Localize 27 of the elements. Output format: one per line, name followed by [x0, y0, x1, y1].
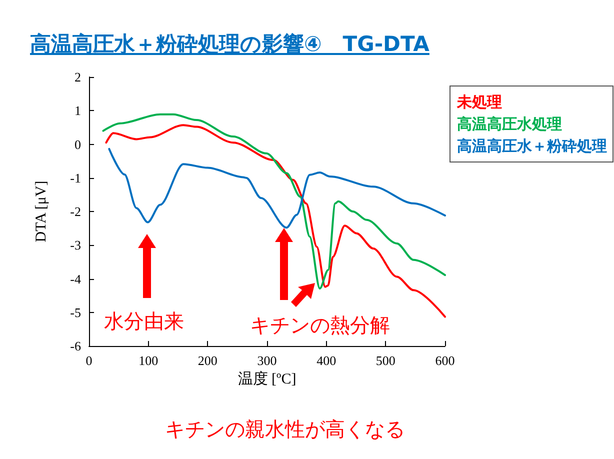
y-tick-label: -1 [70, 170, 81, 186]
text: キチンの親水性が高くなる [165, 416, 405, 443]
y-tick-label: 0 [74, 136, 81, 152]
x-tick-label: 500 [376, 353, 396, 368]
x-axis-title: 温度 [ºC] [238, 370, 296, 388]
y-tick-label: -3 [70, 238, 81, 253]
x-tick-label: 300 [257, 353, 277, 368]
y-tick-label: -6 [70, 338, 82, 354]
x-tick-label: 100 [138, 353, 158, 368]
line-series [108, 148, 446, 229]
x-tick-label: 200 [198, 353, 218, 368]
x-tick-label: 400 [316, 353, 336, 368]
y-tick-label: -4 [70, 271, 82, 286]
y-axis-title: DTA [μV] [34, 180, 50, 242]
y-tick-label: -5 [70, 304, 81, 320]
text: 高温高圧水＋粉砕処理 [457, 137, 607, 155]
line-series [102, 113, 446, 290]
annotation: 水分由来 [104, 308, 184, 335]
annotation: キチンの熱分解 [250, 312, 390, 339]
x-tick-label: 0 [86, 353, 92, 368]
x-tick-label: 600 [435, 353, 455, 368]
y-tick-label: 1 [74, 103, 81, 118]
text: 未処理 [456, 93, 502, 111]
y-tick-label: 2 [74, 70, 81, 84]
chart-title: 高温高圧水＋粉砕処理の影響④ TG-DTA [30, 31, 430, 58]
text: 高温高圧水処理 [457, 115, 562, 133]
y-tick-label: -2 [70, 204, 81, 219]
